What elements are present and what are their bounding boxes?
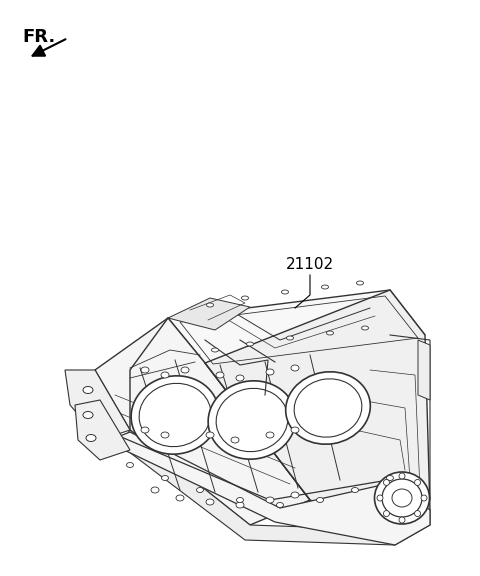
Ellipse shape	[266, 369, 274, 375]
Ellipse shape	[241, 296, 249, 300]
Polygon shape	[75, 400, 130, 460]
Polygon shape	[168, 298, 250, 330]
Ellipse shape	[361, 326, 369, 330]
Ellipse shape	[141, 427, 149, 433]
Ellipse shape	[377, 495, 383, 501]
Ellipse shape	[351, 487, 359, 492]
Ellipse shape	[161, 432, 169, 438]
Ellipse shape	[131, 376, 219, 454]
Ellipse shape	[415, 479, 420, 486]
Ellipse shape	[415, 510, 420, 517]
Ellipse shape	[316, 498, 324, 502]
Ellipse shape	[181, 367, 189, 373]
Ellipse shape	[83, 386, 93, 393]
Ellipse shape	[247, 342, 253, 346]
Ellipse shape	[326, 331, 334, 335]
Ellipse shape	[151, 487, 159, 493]
Ellipse shape	[276, 502, 284, 507]
Ellipse shape	[236, 375, 244, 381]
Ellipse shape	[161, 476, 168, 480]
Ellipse shape	[266, 497, 274, 503]
Ellipse shape	[231, 437, 239, 443]
Ellipse shape	[286, 372, 370, 444]
Ellipse shape	[206, 499, 214, 505]
Ellipse shape	[291, 492, 299, 498]
Ellipse shape	[399, 473, 405, 479]
Text: 21102: 21102	[286, 257, 334, 272]
Ellipse shape	[127, 463, 133, 468]
Ellipse shape	[421, 495, 427, 501]
Ellipse shape	[236, 502, 244, 508]
Ellipse shape	[196, 487, 204, 492]
Ellipse shape	[206, 303, 214, 307]
Ellipse shape	[212, 348, 218, 352]
Polygon shape	[120, 430, 430, 545]
Ellipse shape	[161, 372, 169, 378]
Polygon shape	[418, 340, 430, 400]
Ellipse shape	[266, 432, 274, 438]
Ellipse shape	[86, 434, 96, 441]
Polygon shape	[205, 290, 430, 530]
Ellipse shape	[322, 285, 328, 289]
Ellipse shape	[216, 388, 288, 452]
Ellipse shape	[281, 290, 288, 294]
Ellipse shape	[291, 365, 299, 371]
Ellipse shape	[139, 384, 211, 446]
Ellipse shape	[384, 479, 389, 486]
Ellipse shape	[287, 336, 293, 340]
Ellipse shape	[374, 472, 430, 524]
Polygon shape	[95, 318, 310, 525]
Polygon shape	[65, 370, 130, 440]
Ellipse shape	[392, 489, 412, 507]
Ellipse shape	[291, 427, 299, 433]
Ellipse shape	[382, 479, 422, 517]
Ellipse shape	[357, 281, 363, 285]
Polygon shape	[168, 290, 425, 363]
Ellipse shape	[384, 510, 389, 517]
Ellipse shape	[399, 517, 405, 523]
Ellipse shape	[208, 381, 296, 459]
Ellipse shape	[216, 372, 224, 378]
Ellipse shape	[237, 498, 243, 502]
Polygon shape	[100, 432, 430, 545]
Text: FR.: FR.	[22, 28, 55, 46]
Ellipse shape	[176, 495, 184, 501]
Ellipse shape	[386, 476, 394, 480]
Ellipse shape	[294, 379, 362, 437]
Ellipse shape	[206, 432, 214, 438]
Ellipse shape	[83, 411, 93, 419]
Ellipse shape	[141, 367, 149, 373]
